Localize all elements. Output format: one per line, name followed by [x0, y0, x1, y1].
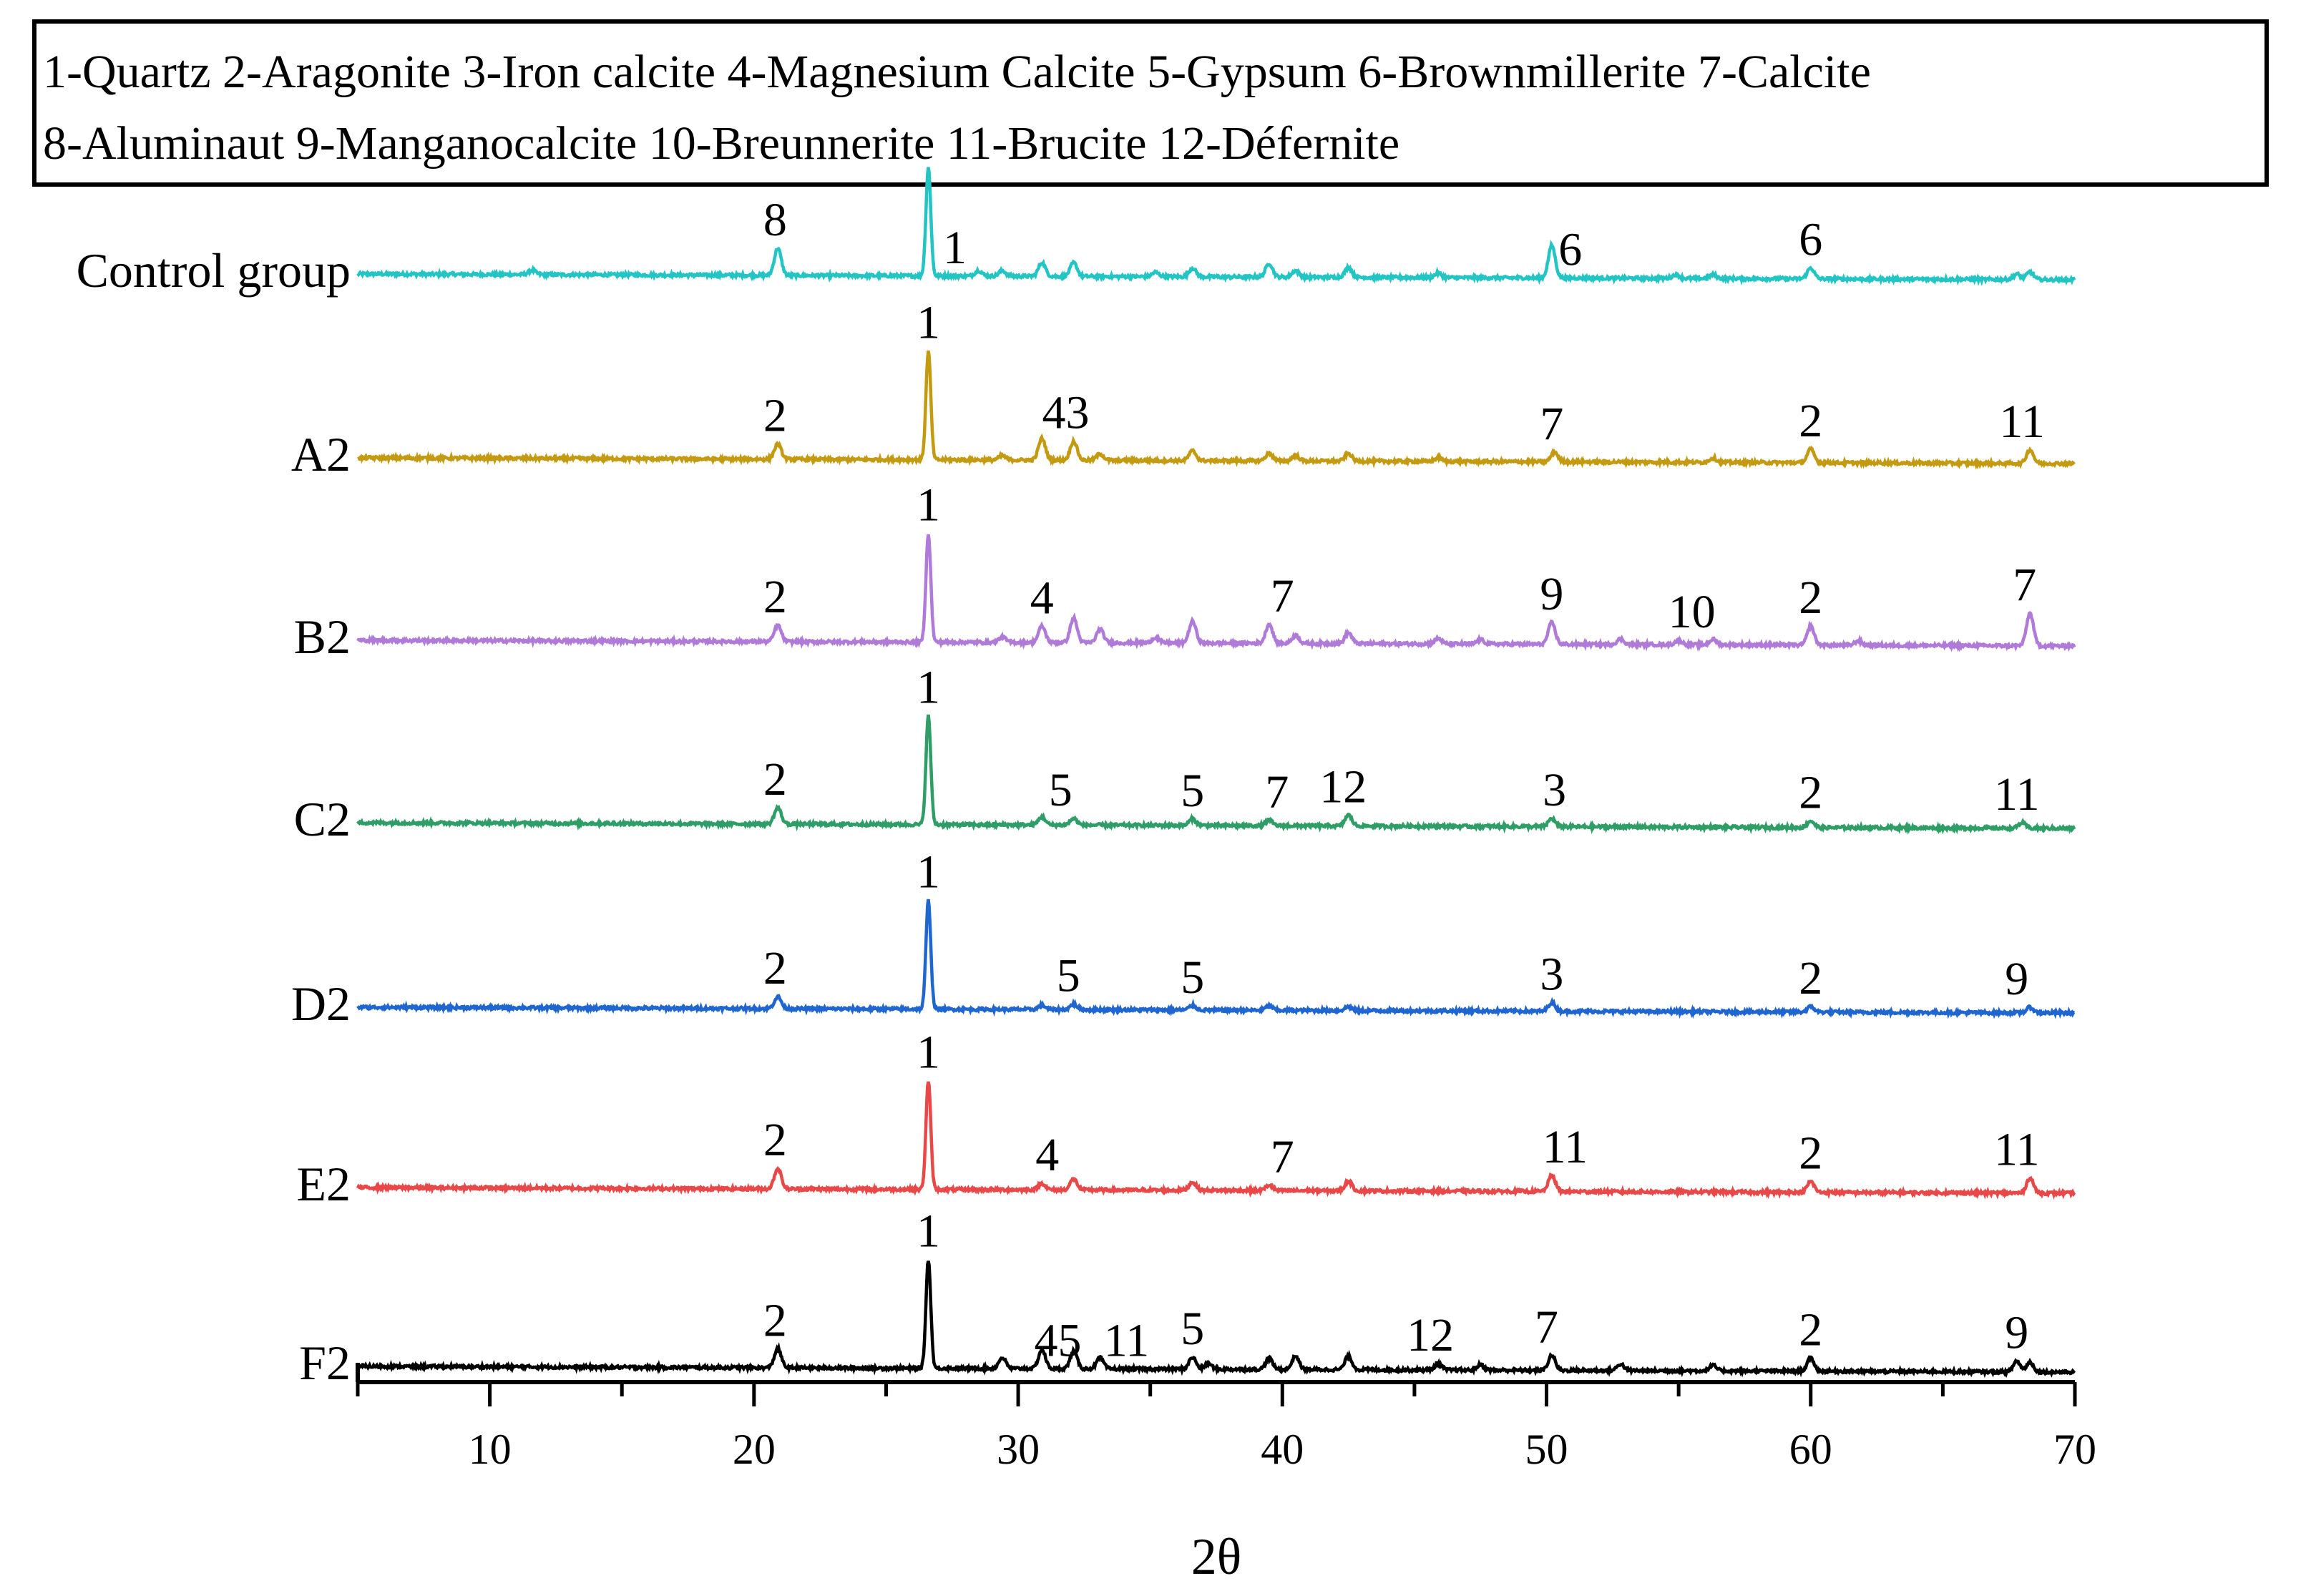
series-name: B2 [294, 609, 351, 664]
peak-label: 5 [1181, 951, 1204, 1004]
series-name: C2 [294, 792, 351, 846]
peak-label: 2 [763, 1294, 787, 1346]
peak-label: 1 [917, 662, 940, 714]
peak-label: 1 [917, 297, 940, 349]
peak-label: 45 [1035, 1314, 1082, 1366]
series-line [356, 1081, 2076, 1200]
peak-label: 6 [1799, 214, 1822, 266]
x-tick-label: 30 [997, 1426, 1040, 1473]
peak-label: 12 [1407, 1309, 1454, 1361]
peak-label: 1 [943, 222, 967, 274]
peak-label: 2 [763, 753, 787, 806]
series-name: Control group [77, 243, 351, 298]
series-a2: 2 1 43 7 2 11 A2 [291, 297, 2076, 481]
x-tick-label: 20 [733, 1426, 776, 1473]
x-tick-label: 60 [1789, 1426, 1832, 1473]
series-line [357, 350, 2076, 470]
peak-label: 2 [763, 571, 787, 623]
series-line [356, 1260, 2076, 1379]
peak-label: 7 [1271, 570, 1294, 622]
peak-label: 1 [917, 479, 940, 532]
series-f2: 2 1 45 11 5 12 7 2 9 F2 [299, 1205, 2076, 1390]
series-b2: 2 1 4 7 9 10 2 7 B2 [294, 479, 2076, 664]
peak-label: 2 [1799, 767, 1822, 819]
peak-label: 9 [1540, 568, 1563, 620]
series-name: A2 [291, 427, 351, 481]
peak-label: 5 [1181, 765, 1204, 817]
peak-label: 9 [2005, 953, 2028, 1005]
peak-label: 8 [763, 194, 787, 246]
peak-label: 9 [2005, 1307, 2028, 1359]
peak-label: 3 [1543, 764, 1566, 816]
x-tick-label: 70 [2053, 1426, 2096, 1473]
legend-box [32, 19, 2269, 187]
peak-label: 2 [1799, 952, 1822, 1004]
peak-label: 3 [1540, 948, 1563, 1000]
peak-label: 43 [1042, 387, 1090, 439]
peak-label: 11 [1994, 1123, 2040, 1175]
series-control-group: 8 1 6 6 Control group [77, 167, 2076, 298]
peak-label: 7 [1535, 1301, 1558, 1353]
peak-label: 7 [1540, 398, 1563, 450]
x-axis: 10 20 30 40 50 60 70 [356, 1363, 2096, 1473]
peak-label: 2 [763, 1114, 787, 1166]
peak-label: 2 [1799, 395, 1822, 447]
peak-label: 1 [917, 846, 940, 899]
x-tick-label: 10 [469, 1426, 512, 1473]
peak-label: 4 [1035, 1129, 1059, 1181]
peak-label: 11 [1999, 396, 2045, 448]
peak-label: 1 [917, 1027, 940, 1079]
peak-label: 2 [1799, 572, 1822, 624]
x-axis-title: 2θ [1191, 1528, 1242, 1585]
series-name: E2 [296, 1157, 351, 1211]
x-tick-label: 40 [1261, 1426, 1304, 1473]
peak-label: 11 [1994, 768, 2040, 821]
peak-label: 4 [1030, 572, 1054, 624]
series-line [356, 714, 2076, 835]
series-name: F2 [299, 1336, 351, 1390]
series-line [356, 899, 2076, 1019]
peak-label: 11 [1104, 1315, 1150, 1367]
peak-label: 2 [1799, 1127, 1822, 1180]
peak-label: 12 [1319, 760, 1367, 813]
peak-label: 7 [2013, 559, 2036, 611]
series-d2: 2 1 5 5 3 2 9 D2 [291, 846, 2076, 1031]
peak-label: 5 [1057, 950, 1080, 1002]
peak-label: 7 [1265, 766, 1289, 818]
series-name: D2 [291, 976, 351, 1031]
peak-label: 7 [1271, 1131, 1294, 1183]
series-line [356, 167, 2076, 287]
series-e2: 2 1 4 7 11 2 11 E2 [296, 1027, 2076, 1211]
peak-label: 10 [1668, 586, 1716, 638]
peak-label: 2 [763, 390, 787, 442]
peak-label: 5 [1049, 764, 1073, 816]
peak-label: 5 [1181, 1303, 1204, 1355]
peak-label: 2 [763, 942, 787, 994]
series-line [356, 534, 2076, 652]
series-c2: 2 1 5 5 7 12 3 2 11 C2 [294, 662, 2076, 846]
peak-label: 1 [917, 1205, 940, 1258]
legend: 1-Quartz 2-Aragonite 3-Iron calcite 4-Ma… [32, 19, 2269, 187]
peak-label: 2 [1799, 1304, 1822, 1356]
legend-line-2: 8-Aluminaut 9-Manganocalcite 10-Breunner… [43, 117, 1399, 170]
legend-line-1: 1-Quartz 2-Aragonite 3-Iron calcite 4-Ma… [43, 46, 1871, 98]
x-tick-label: 50 [1525, 1426, 1568, 1473]
peak-label: 6 [1558, 224, 1582, 276]
peak-label: 11 [1543, 1121, 1588, 1173]
